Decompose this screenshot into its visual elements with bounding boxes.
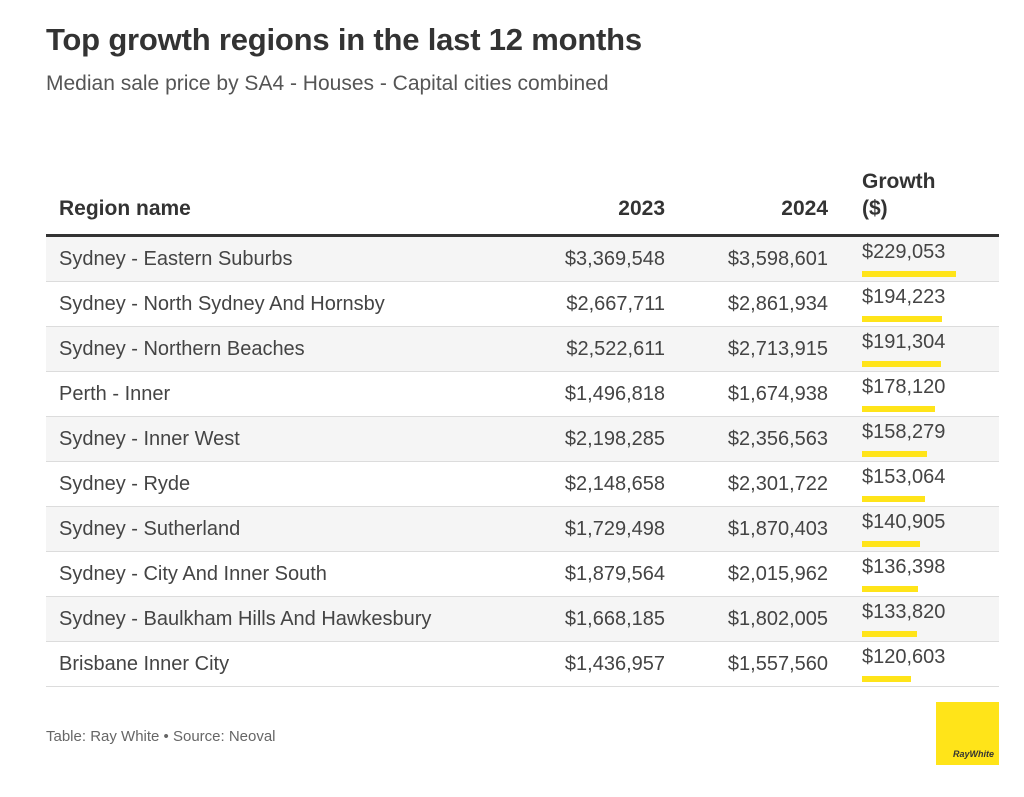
table-row: Sydney - Ryde $2,148,658 $2,301,722 $153,06… [46, 461, 999, 507]
table-row: Sydney - North Sydney And Hornsby $2,667,… [46, 281, 999, 327]
value-2023-cell: $1,436,957 [506, 641, 665, 687]
value-2023-cell: $2,667,711 [506, 281, 665, 327]
growth-value: $178,120 [862, 376, 946, 398]
value-2023-cell: $2,522,611 [506, 326, 665, 372]
chart-subtitle: Median sale price by SA4 - Houses - Capi… [46, 72, 609, 95]
region-cell: Perth - Inner [46, 371, 506, 417]
region-cell: Sydney - North Sydney And Hornsby [46, 281, 506, 327]
growth-bar [862, 496, 925, 502]
region-cell: Sydney - Eastern Suburbs [46, 235, 506, 282]
region-cell: Sydney - Ryde [46, 461, 506, 507]
growth-cell: $140,905 [828, 506, 999, 552]
value-2024-cell: $3,598,601 [665, 235, 828, 282]
growth-value: $120,603 [862, 646, 946, 668]
growth-value: $140,905 [862, 511, 946, 533]
growth-cell: $133,820 [828, 596, 999, 642]
growth-table: Region name 2023 2024 Growth ($) Sydney … [46, 150, 999, 687]
value-2023-cell: $2,198,285 [506, 416, 665, 462]
growth-cell-inner: $178,120 [862, 372, 999, 416]
table-row: Sydney - Inner West $2,198,285 $2,356,563 $… [46, 416, 999, 462]
value-2024-cell: $1,557,560 [665, 641, 828, 687]
growth-value: $133,820 [862, 601, 946, 623]
table-row: Sydney - Northern Beaches $2,522,611 $2,71… [46, 326, 999, 372]
growth-cell: $120,603 [828, 641, 999, 687]
source-footer: Table: Ray White • Source: Neoval [46, 728, 276, 745]
growth-cell-inner: $229,053 [862, 237, 999, 281]
growth-bar [862, 541, 920, 547]
growth-cell-inner: $136,398 [862, 552, 999, 596]
growth-bar [862, 586, 918, 592]
value-2024-cell: $2,356,563 [665, 416, 828, 462]
growth-value: $194,223 [862, 286, 946, 308]
growth-cell-inner: $153,064 [862, 462, 999, 506]
region-cell: Brisbane Inner City [46, 641, 506, 687]
growth-bar [862, 676, 911, 682]
growth-cell: $136,398 [828, 551, 999, 597]
value-2024-cell: $2,015,962 [665, 551, 828, 597]
value-2024-cell: $2,713,915 [665, 326, 828, 372]
region-cell: Sydney - Sutherland [46, 506, 506, 552]
growth-value: $136,398 [862, 556, 946, 578]
growth-cell-inner: $158,279 [862, 417, 999, 461]
growth-cell: $229,053 [828, 235, 999, 282]
value-2024-cell: $1,802,005 [665, 596, 828, 642]
value-2023-cell: $1,496,818 [506, 371, 665, 417]
value-2023-cell: $3,369,548 [506, 235, 665, 282]
value-2023-cell: $1,668,185 [506, 596, 665, 642]
growth-cell-inner: $191,304 [862, 327, 999, 371]
value-2024-cell: $2,301,722 [665, 461, 828, 507]
growth-bar [862, 406, 935, 412]
value-2024-cell: $1,870,403 [665, 506, 828, 552]
region-cell: Sydney - City And Inner South [46, 551, 506, 597]
region-cell: Sydney - Baulkham Hills And Hawkesbury [46, 596, 506, 642]
growth-cell: $178,120 [828, 371, 999, 417]
table-header-row: Region name 2023 2024 Growth ($) [46, 150, 999, 237]
table-row: Brisbane Inner City $1,436,957 $1,557,560 $… [46, 641, 999, 687]
value-2023-cell: $2,148,658 [506, 461, 665, 507]
logo-text: RayWhite [952, 749, 994, 759]
growth-bar [862, 451, 927, 457]
table-row: Sydney - Sutherland $1,729,498 $1,870,403 $… [46, 506, 999, 552]
growth-cell: $158,279 [828, 416, 999, 462]
growth-table-container: Region name 2023 2024 Growth ($) Sydney … [46, 150, 999, 687]
value-2023-cell: $1,729,498 [506, 506, 665, 552]
growth-value: $158,279 [862, 421, 946, 443]
value-2024-cell: $2,861,934 [665, 281, 828, 327]
growth-cell: $153,064 [828, 461, 999, 507]
growth-bar [862, 316, 942, 322]
growth-value: $191,304 [862, 331, 946, 353]
growth-value: $153,064 [862, 466, 946, 488]
table-row: Sydney - Eastern Suburbs $3,369,548 $3,598… [46, 235, 999, 282]
growth-cell-inner: $194,223 [862, 282, 999, 326]
growth-cell-inner: $133,820 [862, 597, 999, 641]
header-growth-label: Growth ($) [862, 170, 936, 220]
ray-white-logo: RayWhite [936, 702, 999, 765]
growth-bar [862, 271, 956, 277]
header-growth: Growth ($) [828, 150, 999, 237]
growth-cell-inner: $140,905 [862, 507, 999, 551]
header-region-name: Region name [46, 150, 506, 237]
value-2023-cell: $1,879,564 [506, 551, 665, 597]
growth-cell-inner: $120,603 [862, 642, 999, 686]
growth-value: $229,053 [862, 241, 946, 263]
growth-bar [862, 631, 917, 637]
value-2024-cell: $1,674,938 [665, 371, 828, 417]
growth-cell: $191,304 [828, 326, 999, 372]
region-cell: Sydney - Inner West [46, 416, 506, 462]
header-2024: 2024 [665, 150, 828, 237]
growth-cell: $194,223 [828, 281, 999, 327]
growth-bar [862, 361, 941, 367]
chart-title: Top growth regions in the last 12 months [46, 22, 642, 57]
table-body: Sydney - Eastern Suburbs $3,369,548 $3,598… [46, 235, 999, 687]
table-row: Sydney - Baulkham Hills And Hawkesbury $1… [46, 596, 999, 642]
table-row: Sydney - City And Inner South $1,879,564 $… [46, 551, 999, 597]
table-row: Perth - Inner $1,496,818 $1,674,938 $178,12… [46, 371, 999, 417]
header-2023: 2023 [506, 150, 665, 237]
region-cell: Sydney - Northern Beaches [46, 326, 506, 372]
